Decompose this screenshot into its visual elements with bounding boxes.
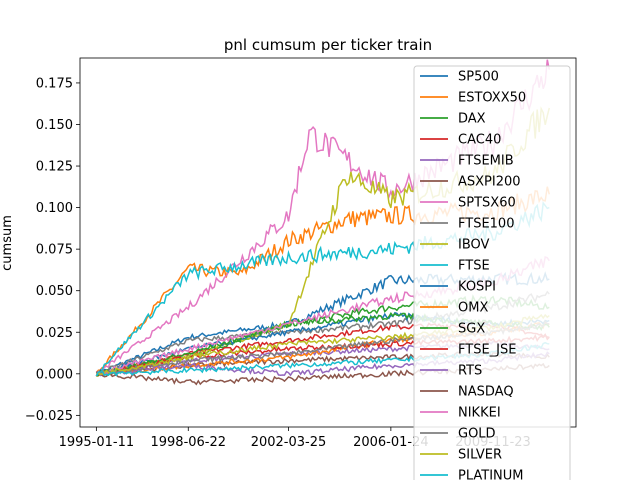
legend-label-ftse_jse: FTSE_JSE — [458, 343, 516, 358]
legend-label-asxpi200: ASXPI200 — [458, 175, 521, 190]
legend-label-sgx: SGX — [458, 322, 485, 337]
x-tick-label: 1998-06-22 — [150, 435, 226, 450]
chart-title: pnl cumsum per ticker train — [224, 36, 432, 54]
legend-label-cac40: CAC40 — [458, 133, 501, 148]
legend-label-gold: GOLD — [458, 427, 496, 442]
plot-frame — [79, 57, 577, 428]
legend-label-dax: DAX — [458, 112, 486, 127]
y-tick-label: 0.100 — [36, 201, 73, 216]
y-tick-label: 0.025 — [36, 326, 73, 341]
legend-label-rts: RTS — [458, 364, 482, 379]
y-tick-label: 0.175 — [36, 76, 73, 91]
legend-label-platinum: PLATINUM — [458, 469, 524, 480]
legend-label-sp500: SP500 — [458, 70, 499, 85]
legend: SP500 ESTOXX50 DAX CAC40 FTSEMIB ASXPI200 SPTS… — [413, 65, 571, 480]
x-tick-label: 1995-01-11 — [59, 435, 135, 450]
legend-box — [413, 65, 571, 480]
legend-label-nasdaq: NASDAQ — [458, 385, 514, 400]
legend-label-ibov: IBOV — [458, 238, 490, 253]
y-tick-label: 0.150 — [36, 118, 73, 133]
legend-label-sptsx60: SPTSX60 — [458, 196, 516, 211]
legend-label-ftsemib: FTSEMIB — [458, 154, 514, 169]
legend-label-omx: OMX — [458, 301, 488, 316]
y-tick-label: 0.075 — [36, 243, 73, 258]
y-tick-label: 0.000 — [36, 367, 73, 382]
legend-label-silver: SILVER — [458, 448, 502, 463]
y-axis-label: cumsum — [0, 215, 15, 271]
legend-label-ftse100: FTSE100 — [458, 217, 514, 232]
legend-label-nikkei: NIKKEI — [458, 406, 501, 421]
legend-label-estoxx50: ESTOXX50 — [458, 91, 526, 106]
axes-layer: −0.025 0.000 0.025 0.050 0.075 0.100 0.125 0.15… — [25, 57, 577, 450]
y-tick-label: 0.125 — [36, 160, 73, 175]
legend-label-kospi: KOSPI — [458, 280, 496, 295]
x-tick-label: 2002-03-25 — [251, 435, 327, 450]
y-tick-label: −0.025 — [25, 409, 73, 424]
legend-label-ftse: FTSE — [458, 259, 490, 274]
y-tick-label: 0.050 — [36, 284, 73, 299]
x-tick-label: 2006-01-24 — [353, 435, 429, 450]
